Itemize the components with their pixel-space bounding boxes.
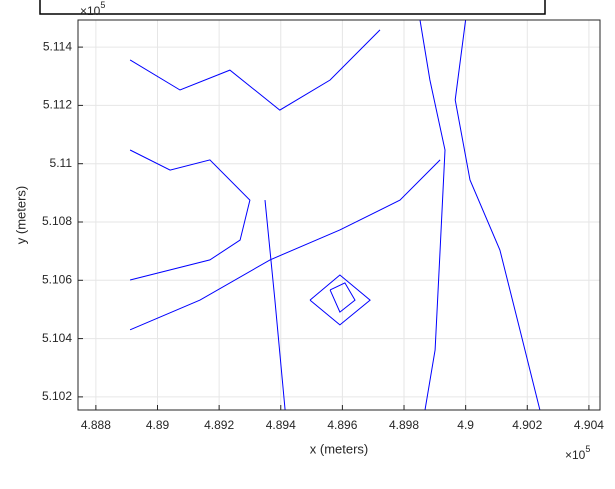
axis-multiplier: ×105 (80, 0, 105, 18)
x-tick-label: 4.896 (327, 418, 357, 432)
axis-multiplier: ×105 (565, 444, 590, 462)
contour-line (129, 149, 251, 281)
x-tick-label: 4.892 (204, 418, 234, 432)
x-tick-label: 4.888 (81, 418, 111, 432)
x-tick-label: 4.898 (389, 418, 419, 432)
y-tick-label: 5.102 (42, 389, 72, 403)
x-tick-label: 4.894 (266, 418, 296, 432)
y-tick-label: 5.11 (50, 156, 73, 170)
y-tick-label: 5.104 (42, 331, 72, 345)
y-axis-label: y (meters) (13, 186, 28, 245)
y-tick-label: 5.106 (42, 272, 72, 286)
contour-line (129, 159, 441, 331)
multiplier-base: ×10 (565, 448, 586, 462)
top-frame (39, 0, 546, 15)
axes-box (77, 19, 601, 411)
multiplier-base: ×10 (80, 4, 101, 18)
multiplier-power: 5 (585, 444, 590, 454)
contour-line (264, 200, 286, 411)
multiplier-power: 5 (100, 0, 105, 10)
x-tick-label: 4.904 (574, 418, 604, 432)
contour-line (419, 19, 446, 411)
contour-line (309, 274, 371, 326)
x-axis-label: x (meters) (310, 441, 369, 456)
contour-line (129, 29, 381, 111)
x-tick-label: 4.89 (146, 418, 170, 432)
contour-line (329, 282, 356, 313)
x-tick-label: 4.9 (457, 418, 474, 432)
contour-line (454, 19, 541, 411)
y-tick-label: 5.108 (42, 214, 72, 228)
y-tick-label: 5.114 (43, 39, 72, 53)
x-tick-label: 4.902 (512, 418, 542, 432)
y-tick-label: 5.112 (43, 98, 72, 112)
